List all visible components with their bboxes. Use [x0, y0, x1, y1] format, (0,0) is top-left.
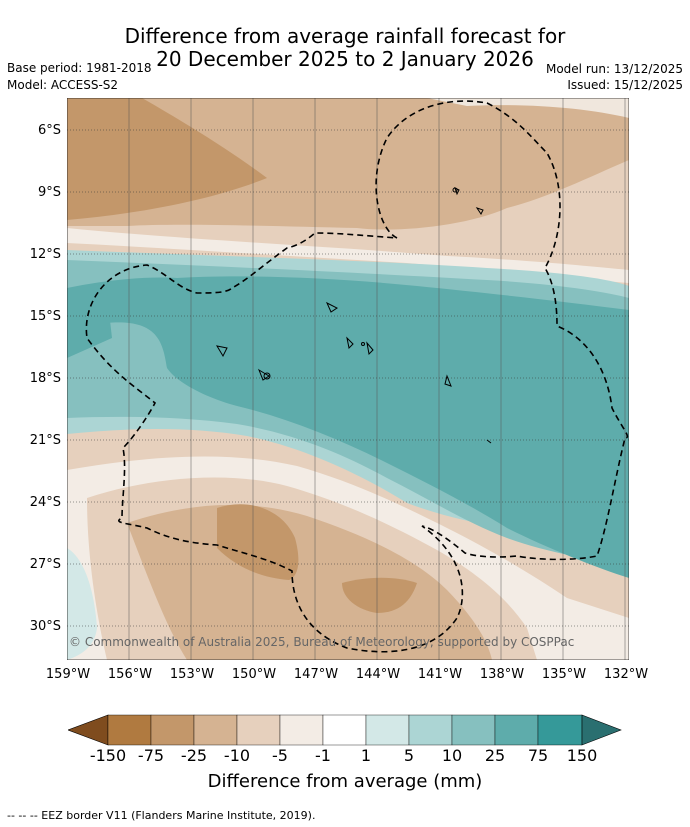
north-strong-dry-region	[67, 98, 267, 220]
lat-label-24s: 24°S	[29, 495, 61, 510]
colorbar-tick: -75	[137, 746, 165, 765]
lon-label-153w: 153°W	[169, 667, 215, 682]
colorbar	[68, 714, 622, 746]
colorbar-tick: 1	[360, 746, 372, 765]
colorbar-bin	[408, 714, 453, 746]
colorbar-tick: -5	[272, 746, 288, 765]
latitude-gridlines	[67, 129, 629, 627]
lon-label-144w: 144°W	[355, 667, 401, 682]
issued-text: Issued: 15/12/2025	[567, 78, 683, 92]
colorbar-low-arrow	[68, 714, 109, 746]
colorbar-bin	[365, 714, 410, 746]
colorbar-bin	[537, 714, 583, 746]
colorbar-bin	[150, 714, 195, 746]
colorbar-tick: 150	[566, 746, 598, 765]
lon-label-138w: 138°W	[479, 667, 525, 682]
lat-label-18s: 18°S	[29, 371, 61, 386]
lon-label-150w: 150°W	[231, 667, 277, 682]
south-strong-dry-patch-2	[342, 577, 417, 613]
south-strong-dry-patch-1	[217, 504, 299, 580]
lat-label-6s: 6°S	[37, 123, 61, 138]
lon-label-141w: 141°W	[417, 667, 463, 682]
lon-label-132w: 132°W	[603, 667, 649, 682]
eez-legend-text: -- -- -- EEZ border V11 (Flanders Marine…	[7, 809, 316, 822]
colorbar-bin	[494, 714, 539, 746]
lat-label-12s: 12°S	[29, 247, 61, 262]
lat-label-27s: 27°S	[29, 557, 61, 572]
title-line-2: 20 December 2025 to 2 January 2026	[156, 47, 534, 71]
lon-label-147w: 147°W	[293, 667, 339, 682]
colorbar-tick: -1	[315, 746, 331, 765]
model-text: Model: ACCESS-S2	[7, 78, 119, 92]
colorbar-tick: 5	[403, 746, 415, 765]
colorbar-tick: -25	[180, 746, 208, 765]
lon-label-135w: 135°W	[541, 667, 587, 682]
longitude-gridlines	[67, 98, 626, 660]
southwest-wet-patch	[67, 548, 97, 660]
colorbar-label: Difference from average (mm)	[207, 771, 483, 792]
islands	[215, 187, 492, 444]
model-run-text: Model run: 13/12/2025	[545, 62, 683, 76]
colorbar-tick: -150	[89, 746, 127, 765]
colorbar-bin	[107, 714, 152, 746]
wet-patch-west	[67, 288, 112, 358]
lat-label-21s: 21°S	[29, 433, 61, 448]
lat-label-15s: 15°S	[29, 309, 61, 324]
lat-label-9s: 9°S	[37, 185, 61, 200]
colorbar-tick: 75	[527, 746, 549, 765]
colorbar-bin	[193, 714, 238, 746]
colorbar-bin	[279, 714, 324, 746]
eez-borders	[85, 100, 629, 653]
lon-label-159w: 159°W	[45, 667, 91, 682]
colorbar-bin	[451, 714, 496, 746]
lat-label-30s: 30°S	[29, 619, 61, 634]
title-line-1: Difference from average rainfall forecas…	[124, 24, 566, 48]
base-period-text: Base period: 1981-2018	[7, 61, 152, 75]
colorbar-tick: -10	[223, 746, 251, 765]
colorbar-tick: 10	[441, 746, 463, 765]
colorbar-high-arrow	[581, 714, 622, 746]
copyright-text: © Commonwealth of Australia 2025, Bureau…	[69, 635, 574, 649]
lon-label-156w: 156°W	[107, 667, 153, 682]
colorbar-bin	[322, 714, 367, 746]
northeast-neutral-region	[427, 98, 629, 118]
colorbar-tick: 25	[484, 746, 506, 765]
rainfall-anomaly-map: © Commonwealth of Australia 2025, Bureau…	[67, 98, 629, 660]
wet-band-strong	[67, 276, 629, 578]
colorbar-bin	[236, 714, 281, 746]
